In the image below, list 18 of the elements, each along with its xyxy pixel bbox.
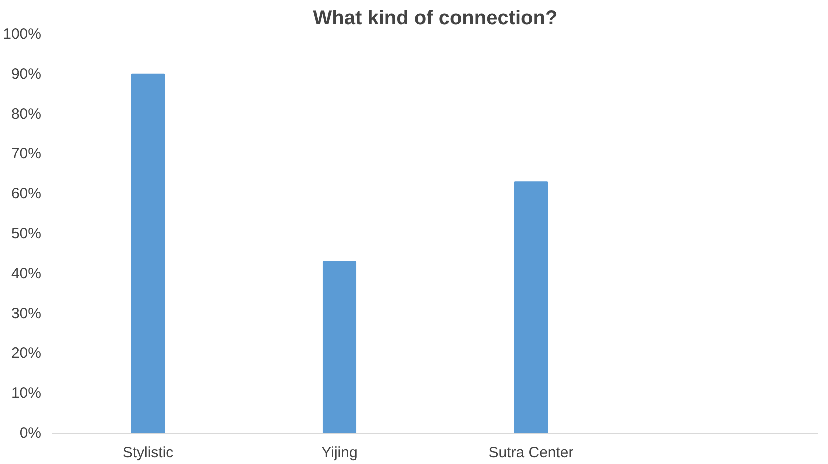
y-tick-label: 30% — [11, 305, 42, 322]
y-tick-label: 50% — [11, 226, 42, 242]
x-tick-label: Stylistic — [122, 444, 174, 462]
x-tick-label: Yijing — [322, 444, 358, 462]
y-tick-label: 10% — [11, 385, 42, 402]
y-tick-label: 100% — [3, 26, 42, 43]
y-tick-label: 20% — [11, 345, 42, 362]
bar — [322, 261, 357, 434]
chart-title: What kind of connection? — [313, 8, 558, 30]
y-tick-label: 0% — [20, 425, 42, 442]
bar — [514, 182, 548, 434]
y-tick-label: 70% — [11, 146, 42, 163]
y-tick-label: 60% — [11, 186, 42, 203]
y-tick-label: 40% — [11, 265, 42, 282]
bar — [131, 74, 166, 434]
x-tick-label: Sutra Center — [488, 444, 574, 462]
y-tick-label: 90% — [11, 66, 42, 83]
y-tick-label: 80% — [11, 106, 42, 123]
